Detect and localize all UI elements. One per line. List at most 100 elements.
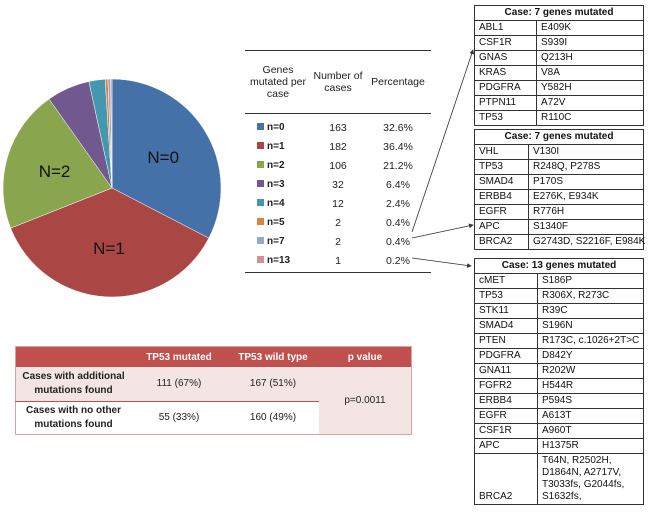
gene-name: KRAS — [474, 65, 537, 81]
legend-entry: n=13 — [245, 255, 311, 266]
mutation: S1340F — [528, 219, 644, 235]
legend-entry: n=4 — [245, 198, 311, 209]
summary-row: n=2 106 21.2% — [245, 156, 431, 175]
legend-entry: n=7 — [245, 236, 311, 247]
gene-name: APC — [474, 438, 538, 454]
mutation: V130I — [528, 144, 644, 160]
gene-name: SMAD4 — [474, 318, 538, 334]
legend-swatch — [257, 123, 264, 130]
additional-mutated: 111 (67%) — [131, 367, 227, 402]
cases-count: 32 — [332, 178, 344, 191]
gene-name: CSF1R — [474, 423, 538, 439]
mutation: A960T — [537, 423, 644, 439]
summary-row: n=3 32 6.4% — [245, 175, 431, 194]
mutation: R110C — [536, 110, 644, 126]
gene-name: FGFR2 — [474, 378, 538, 394]
mutation: Y582H — [536, 80, 644, 96]
summary-row: n=1 182 36.4% — [245, 137, 431, 156]
gene-table-title: Case: 7 genes mutated — [474, 129, 644, 145]
row-label-no-other: Cases with no other mutations found — [15, 401, 131, 435]
gene-row: APC H1375R — [474, 438, 644, 454]
gene-row: CSF1R A960T — [474, 423, 644, 439]
mutation: R306X, R273C — [537, 288, 644, 304]
legend-label: n=4 — [267, 198, 285, 209]
gene-name: SMAD4 — [474, 174, 529, 190]
gene-table-1: Case: 7 genes mutated ABL1 E409K CSF1R S939I… — [474, 5, 644, 126]
header-number-of-cases: Number of cases — [313, 70, 363, 94]
percentage: 6.4% — [386, 178, 410, 191]
gene-table-title: Case: 7 genes mutated — [474, 5, 644, 21]
mutation: S186P — [537, 273, 644, 289]
gene-row: EGFR A613T — [474, 408, 644, 424]
legend-entry: n=0 — [245, 122, 311, 133]
legend-swatch — [257, 161, 264, 168]
gene-row: EGFR R776H — [474, 204, 644, 220]
tp53-header-mutated: TP53 mutated — [131, 346, 227, 367]
percentage: 0.2% — [386, 254, 410, 267]
gene-name: PTPN11 — [474, 95, 537, 111]
legend-entry: n=2 — [245, 160, 311, 171]
legend-entry: n=5 — [245, 217, 311, 228]
tp53-header-blank — [15, 346, 131, 367]
mutation: R776H — [528, 204, 644, 220]
legend-entry: n=1 — [245, 141, 311, 152]
cases-count: 12 — [332, 197, 344, 210]
legend-swatch — [257, 180, 264, 187]
gene-row: GNA11 R202W — [474, 363, 644, 379]
gene-row: ABL1 E409K — [474, 20, 644, 36]
gene-row: ERBB4 P594S — [474, 393, 644, 409]
gene-row: SMAD4 P170S — [474, 174, 644, 190]
mutation: H544R — [537, 378, 644, 394]
legend-label: n=0 — [267, 122, 285, 133]
gene-name: BRCA2 — [474, 234, 529, 250]
additional-wild: 167 (51%) — [227, 367, 319, 402]
pie-chart: N=0 N=1 N=2 — [2, 78, 222, 298]
gene-row: PDGFRA Y582H — [474, 80, 644, 96]
legend-swatch — [257, 256, 264, 263]
header-genes-mutated: Genes mutated per case — [249, 64, 307, 100]
mutation: E276K, E934K — [528, 189, 644, 205]
cases-count: 106 — [329, 159, 347, 172]
mutation: E409K — [536, 20, 644, 36]
mutation: A613T — [537, 408, 644, 424]
gene-name: APC — [474, 219, 529, 235]
mutation: V8A — [536, 65, 644, 81]
gene-row: STK11 R39C — [474, 303, 644, 319]
legend-label: n=2 — [267, 160, 285, 171]
percentage: 0.4% — [386, 216, 410, 229]
mutation: A72V — [536, 95, 644, 111]
mutation: H1375R — [537, 438, 644, 454]
legend-label: n=1 — [267, 141, 285, 152]
mutation: P594S — [537, 393, 644, 409]
gene-row: VHL V130I — [474, 144, 644, 160]
pie-slice-n=1 — [10, 187, 210, 298]
legend-label: n=5 — [267, 217, 285, 228]
gene-name: CSF1R — [474, 35, 537, 51]
gene-row: CSF1R S939I — [474, 35, 644, 51]
pie-label-n=1: N=1 — [93, 239, 125, 258]
percentage: 32.6% — [383, 121, 413, 134]
summary-row: n=7 2 0.4% — [245, 232, 431, 251]
legend-label: n=7 — [267, 236, 285, 247]
percentage: 36.4% — [383, 140, 413, 153]
pie-label-n=2: N=2 — [39, 162, 71, 181]
gene-name: TP53 — [474, 110, 537, 126]
summary-row: n=13 1 0.2% — [245, 251, 431, 270]
gene-name: VHL — [474, 144, 529, 160]
gene-name: GNAS — [474, 50, 537, 66]
gene-name: BRCA2 — [474, 453, 538, 505]
gene-row: KRAS V8A — [474, 65, 644, 81]
summary-row: n=0 163 32.6% — [245, 118, 431, 137]
gene-row: GNAS Q213H — [474, 50, 644, 66]
legend-swatch — [257, 142, 264, 149]
gene-table-title: Case: 13 genes mutated — [474, 258, 644, 274]
mutation: P170S — [528, 174, 644, 190]
pie-slice-n=13 — [110, 78, 113, 189]
legend-swatch — [257, 218, 264, 225]
summary-row: n=5 2 0.4% — [245, 213, 431, 232]
pie-label-n=0: N=0 — [147, 148, 179, 167]
gene-name: TP53 — [474, 288, 538, 304]
gene-name: GNA11 — [474, 363, 538, 379]
gene-row: TP53 R248Q, P278S — [474, 159, 644, 175]
